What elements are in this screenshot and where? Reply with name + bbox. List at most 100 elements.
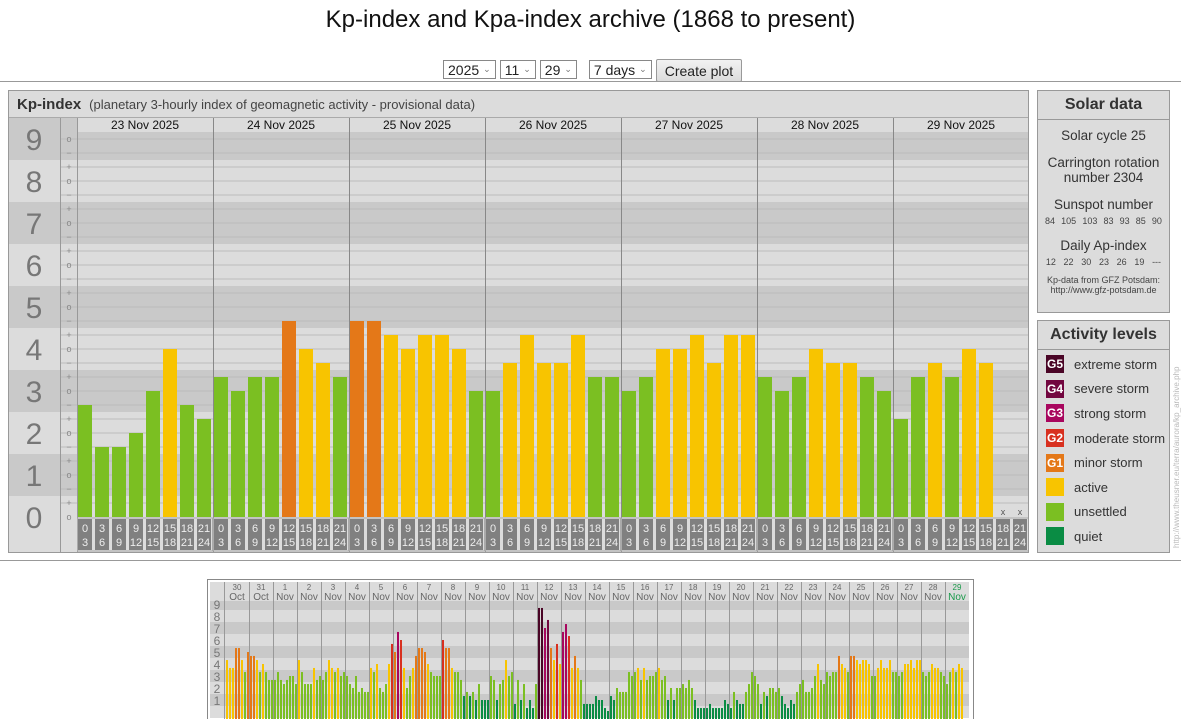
month-label: Nov bbox=[540, 592, 558, 603]
range-select[interactable]: 7 days⌄ bbox=[589, 60, 652, 79]
kp-bar bbox=[367, 321, 381, 517]
kp-bar bbox=[962, 349, 976, 517]
month-label: Nov bbox=[468, 592, 486, 603]
day-label: 25 Nov 2025 bbox=[383, 118, 451, 132]
year-select[interactable]: 2025⌄ bbox=[443, 60, 496, 79]
kp-bar bbox=[409, 676, 411, 719]
kp-bar bbox=[304, 684, 306, 719]
hour-bin-start: 12 bbox=[283, 523, 295, 535]
kp-bar bbox=[391, 644, 393, 719]
kp-bar bbox=[931, 664, 933, 719]
day-number-label: 25 bbox=[857, 583, 866, 592]
kp-bar bbox=[412, 668, 414, 719]
minor-tick-label: − bbox=[66, 190, 71, 200]
hour-bin-start: 21 bbox=[878, 523, 890, 535]
kp-bar bbox=[427, 664, 429, 719]
legend-swatch: G1 bbox=[1046, 454, 1064, 472]
hour-bin-start: 9 bbox=[269, 523, 275, 535]
kp-bar bbox=[877, 391, 891, 517]
kp-bar bbox=[907, 664, 909, 719]
hour-bin-end: 12 bbox=[810, 537, 822, 549]
month-label: Nov bbox=[852, 592, 870, 603]
kp-bar bbox=[664, 676, 666, 719]
kp-bar bbox=[802, 680, 804, 719]
kp-bar bbox=[724, 335, 738, 517]
kp-bar bbox=[754, 676, 756, 719]
kp-bar bbox=[537, 363, 551, 517]
kp-band bbox=[210, 634, 969, 646]
hour-bin-end: 6 bbox=[779, 537, 785, 549]
kp-bar bbox=[639, 377, 653, 517]
day-number-label: 14 bbox=[593, 583, 602, 592]
kp-bar bbox=[601, 700, 603, 719]
chevron-down-icon: ⌄ bbox=[483, 64, 491, 75]
kp-bar bbox=[730, 708, 732, 719]
kp-bar bbox=[843, 363, 857, 517]
kp-bar bbox=[741, 335, 755, 517]
kp-bar bbox=[637, 668, 639, 719]
kp-bar bbox=[811, 688, 813, 719]
legend-swatch bbox=[1046, 527, 1064, 545]
month-select[interactable]: 11⌄ bbox=[500, 60, 536, 79]
hour-bin-start: 6 bbox=[388, 523, 394, 535]
day-number-label: 24 bbox=[833, 583, 842, 592]
hour-bin-end: 15 bbox=[963, 537, 975, 549]
kp-bar bbox=[486, 391, 500, 517]
kp-bar bbox=[280, 680, 282, 719]
kp-band bbox=[210, 610, 969, 622]
create-plot-button[interactable]: Create plot bbox=[656, 59, 742, 82]
month-label: Nov bbox=[660, 592, 678, 603]
kp-bar bbox=[853, 656, 855, 719]
kp-bar bbox=[282, 321, 296, 517]
kp-bar bbox=[568, 636, 570, 719]
kp-bar bbox=[700, 708, 702, 719]
minor-tick-label: − bbox=[66, 148, 71, 158]
day-number-label: 3 bbox=[331, 583, 336, 592]
kp-bar bbox=[628, 672, 630, 719]
data-source-link[interactable]: http://www.gfz-potsdam.de bbox=[1038, 285, 1169, 295]
kp-bar bbox=[197, 419, 211, 517]
kp-bar bbox=[508, 676, 510, 719]
day-label: 26 Nov 2025 bbox=[519, 118, 587, 132]
hour-bin-start: 15 bbox=[980, 523, 992, 535]
day-select[interactable]: 29⌄ bbox=[540, 60, 577, 79]
month-label: Nov bbox=[924, 592, 942, 603]
month-label: Nov bbox=[828, 592, 846, 603]
legend-label: extreme storm bbox=[1074, 357, 1157, 372]
hour-bin-start: 21 bbox=[198, 523, 210, 535]
kp-bar bbox=[682, 684, 684, 719]
kp-panel-subtitle: (planetary 3-hourly index of geomagnetic… bbox=[89, 97, 475, 112]
kp-bar bbox=[493, 680, 495, 719]
kp-bar bbox=[403, 668, 405, 719]
carrington-line-1: Carrington rotation bbox=[1038, 155, 1169, 170]
kp-bar bbox=[481, 700, 483, 719]
kp-bar bbox=[646, 680, 648, 719]
kp-bar bbox=[250, 656, 252, 719]
sunspot-value: 85 bbox=[1136, 216, 1146, 226]
kp-bar bbox=[400, 640, 402, 719]
kp-bar bbox=[226, 660, 228, 719]
kp-bar bbox=[238, 648, 240, 719]
hour-bin-end: 18 bbox=[300, 537, 312, 549]
kp-bar bbox=[571, 668, 573, 719]
kp-bar bbox=[337, 668, 339, 719]
kp-bar bbox=[925, 676, 927, 719]
kp-bar bbox=[316, 680, 318, 719]
kp-bar bbox=[385, 684, 387, 719]
kp-bar bbox=[129, 433, 143, 517]
kp-bar bbox=[937, 668, 939, 719]
minor-tick-label: + bbox=[66, 246, 71, 256]
kp-bar bbox=[748, 684, 750, 719]
y-tick-label: 3 bbox=[214, 670, 221, 684]
hour-bin-end: 24 bbox=[334, 537, 346, 549]
hour-bin-start: 12 bbox=[555, 523, 567, 535]
kp-bar bbox=[610, 696, 612, 719]
legend-item: unsettled bbox=[1038, 500, 1169, 525]
kp-bar bbox=[487, 700, 489, 719]
kp-bar bbox=[832, 672, 834, 719]
kp-bar bbox=[757, 684, 759, 719]
hour-bin-end: 18 bbox=[708, 537, 720, 549]
kp-bar bbox=[688, 680, 690, 719]
hour-bin-end: 3 bbox=[490, 537, 496, 549]
kp-bar bbox=[772, 688, 774, 719]
